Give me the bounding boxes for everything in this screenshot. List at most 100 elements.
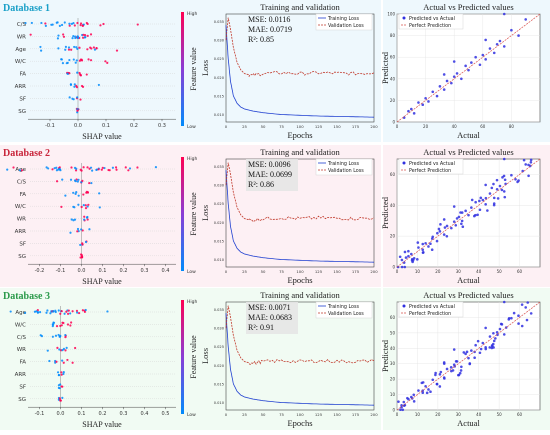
shap-background [0, 145, 213, 287]
scatter-point [452, 348, 456, 351]
shap-point [54, 309, 57, 312]
shap-point [71, 37, 74, 40]
scatter-point [455, 217, 459, 220]
shap-point [85, 191, 88, 194]
shap-point [81, 36, 85, 39]
shap-point [68, 24, 71, 27]
shap-point [82, 193, 85, 196]
shap-point [77, 203, 80, 206]
shap-x-tick-label: -0.1 [45, 123, 55, 129]
shap-point [60, 309, 63, 313]
shap-point [80, 205, 83, 209]
shap-point [40, 21, 43, 25]
shap-point [86, 22, 89, 26]
shap-point [40, 335, 44, 338]
shap-x-tick-label: 0.4 [141, 411, 149, 417]
scatter-point [407, 249, 410, 253]
training-x-tick-label: 100 [296, 124, 304, 129]
shap-point [71, 361, 74, 364]
scatter-x-tick-label: 30 [456, 269, 462, 274]
shap-x-tick-label: -0.1 [56, 268, 66, 274]
scatter-point [484, 196, 488, 200]
scatter-point [495, 42, 499, 46]
shap-point [84, 207, 88, 210]
shap-point [63, 21, 66, 24]
scatter-point [473, 214, 476, 218]
scatter-point [492, 51, 496, 55]
scatter-point [486, 209, 489, 212]
scatter-point [400, 265, 404, 269]
panel-svg: Database 3 Age W/C C/S WR FA ARR SF SG -0.1 0.0 0.1… [0, 288, 550, 430]
shap-point [51, 168, 54, 171]
scatter-point [502, 157, 506, 161]
shap-point [78, 311, 81, 315]
shap-point [6, 168, 9, 171]
shap-x-tick-label: 0.1 [78, 411, 86, 417]
scatter-point [481, 198, 485, 202]
shap-point [40, 49, 43, 52]
shap-feature-label: Age [15, 310, 26, 316]
scatter-legend-label: Predicted vs Actual [409, 161, 455, 167]
scatter-point [449, 366, 453, 369]
scatter-point [479, 347, 483, 351]
scatter-point [526, 301, 530, 304]
shap-feature-label: SF [19, 384, 26, 390]
shap-point [68, 58, 71, 62]
shap-point [100, 168, 103, 171]
shap-point [56, 371, 60, 374]
shap-point [57, 309, 60, 312]
scatter-point [452, 220, 456, 223]
shap-point [74, 346, 77, 350]
shap-point [79, 23, 82, 27]
scatter-point [502, 12, 506, 16]
training-title: Training and validation [260, 2, 340, 12]
scatter-point [403, 250, 407, 254]
scatter-point [430, 237, 434, 240]
shap-point [48, 359, 51, 363]
shap-feature-label: Age [15, 47, 26, 53]
shap-feature-label: WR [17, 347, 26, 353]
shap-x-tick-label: 0.0 [78, 268, 86, 274]
scatter-point [478, 351, 482, 355]
scatter-point [495, 330, 499, 334]
scatter-point [424, 241, 427, 245]
shap-point [97, 168, 100, 171]
scatter-y-tick-label: 0 [392, 265, 395, 270]
scatter-point [495, 178, 499, 182]
scatter-point [462, 351, 466, 354]
shap-point [90, 181, 93, 185]
shap-point [68, 22, 71, 25]
shap-point [18, 169, 22, 172]
shap-x-tick-label: 0.2 [99, 411, 107, 417]
training-x-tick-label: 25 [242, 124, 247, 129]
training-ylabel: Loss [200, 60, 210, 76]
scatter-point [517, 322, 520, 325]
shap-point [80, 256, 84, 259]
scatter-point [398, 255, 402, 259]
shap-point [56, 346, 59, 350]
training-ylabel: Loss [200, 205, 210, 221]
training-legend-label: Training Loss [327, 304, 359, 310]
scatter-point [417, 246, 420, 249]
scatter-point [460, 77, 463, 81]
shap-point [52, 321, 56, 324]
scatter-point [421, 251, 425, 254]
shap-point [76, 96, 79, 99]
shap-point [80, 84, 84, 88]
shap-point [84, 204, 87, 207]
scatter-point [443, 226, 447, 229]
shap-point [72, 98, 75, 101]
scatter-y-tick-label: 10 [390, 392, 396, 397]
scatter-xlabel: Actual [457, 275, 480, 285]
shap-point [61, 385, 64, 388]
shap-point [81, 24, 84, 28]
scatter-point [500, 188, 504, 192]
training-y-tick-label: 0.015 [214, 94, 224, 98]
training-x-tick-label: 100 [296, 269, 304, 274]
scatter-point [514, 177, 517, 181]
colorbar-high-label: High [187, 156, 197, 162]
perfect-legend-label: Perfect Prediction [409, 311, 451, 317]
scatter-x-tick-label: 40 [452, 124, 458, 129]
scatter-point [507, 318, 511, 321]
shap-point [86, 166, 89, 169]
